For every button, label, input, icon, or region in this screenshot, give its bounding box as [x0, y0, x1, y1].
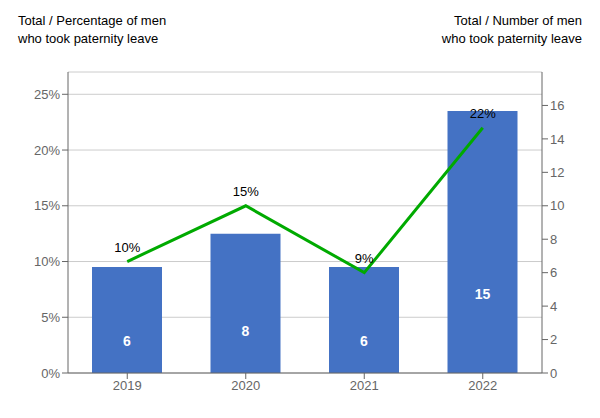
- svg-text:2: 2: [550, 332, 557, 347]
- svg-text:2022: 2022: [468, 378, 497, 393]
- svg-text:10%: 10%: [114, 240, 140, 255]
- svg-text:8: 8: [550, 232, 557, 247]
- svg-text:5%: 5%: [41, 310, 60, 325]
- svg-text:12: 12: [550, 165, 564, 180]
- svg-text:8: 8: [242, 323, 250, 339]
- svg-text:25%: 25%: [34, 87, 60, 102]
- html-text:Total / Number of men: Total / Number of men: [454, 13, 582, 28]
- svg-text:0%: 0%: [41, 366, 60, 381]
- svg-text:20%: 20%: [34, 143, 60, 158]
- svg-text:15%: 15%: [34, 198, 60, 213]
- svg-text:6: 6: [550, 265, 557, 280]
- svg-text:10%: 10%: [34, 254, 60, 269]
- svg-text:9%: 9%: [355, 251, 374, 266]
- html-text:who took paternity leave: who took paternity leave: [441, 31, 582, 46]
- svg-text:4: 4: [550, 299, 557, 314]
- svg-text:16: 16: [550, 98, 564, 113]
- svg-text:2021: 2021: [350, 378, 379, 393]
- svg-text:0: 0: [550, 366, 557, 381]
- svg-text:2019: 2019: [113, 378, 142, 393]
- svg-text:2020: 2020: [231, 378, 260, 393]
- svg-text:22%: 22%: [470, 106, 496, 121]
- svg-text:10: 10: [550, 198, 564, 213]
- svg-text:6: 6: [123, 333, 131, 349]
- html-text:who took paternity leave: who took paternity leave: [18, 31, 159, 46]
- svg-text:15%: 15%: [233, 184, 259, 199]
- svg-text:6: 6: [360, 333, 368, 349]
- html-text:Total / Percentage of men: Total / Percentage of men: [18, 13, 167, 28]
- svg-text:14: 14: [550, 132, 564, 147]
- svg-text:15: 15: [475, 286, 491, 302]
